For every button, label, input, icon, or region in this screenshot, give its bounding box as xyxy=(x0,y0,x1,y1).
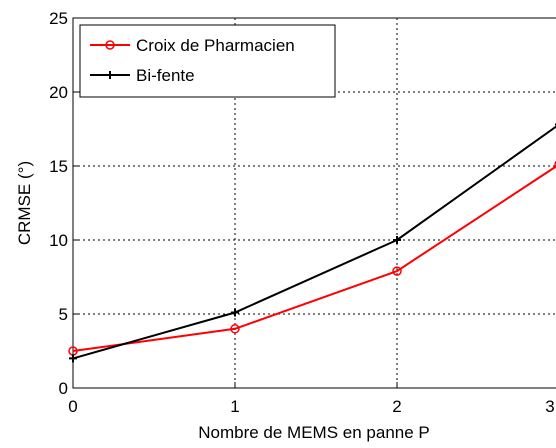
marker xyxy=(554,160,556,169)
series-line xyxy=(72,165,556,352)
marker xyxy=(230,324,240,334)
y-tick-label: 10 xyxy=(49,231,68,250)
y-tick-label: 15 xyxy=(49,157,68,176)
y-tick-label: 0 xyxy=(59,379,68,398)
series-line xyxy=(72,125,556,360)
legend-box xyxy=(79,24,336,98)
x-tick-label: 3 xyxy=(545,397,554,416)
marker xyxy=(393,236,401,244)
x-tick-label: 2 xyxy=(392,397,401,416)
marker xyxy=(106,71,114,79)
x-tick-label: 1 xyxy=(230,397,239,416)
x-axis-label: Nombre de MEMS en panne P xyxy=(198,423,430,442)
y-tick-label: 5 xyxy=(59,305,68,324)
marker xyxy=(69,354,77,363)
y-axis-label: CRMSE (°) xyxy=(15,161,34,245)
marker xyxy=(392,266,402,276)
x-tick-label: 0 xyxy=(68,397,77,416)
legend-label: Bi-fente xyxy=(136,66,195,85)
plot-frame xyxy=(72,17,556,389)
marker xyxy=(231,308,239,317)
legend: Croix de Pharmacien Bi-fente xyxy=(79,24,336,98)
y-tick-label: 25 xyxy=(49,9,68,28)
y-tick-label: 20 xyxy=(49,83,68,102)
marker xyxy=(105,40,115,50)
legend-label: Croix de Pharmacien xyxy=(136,36,295,55)
